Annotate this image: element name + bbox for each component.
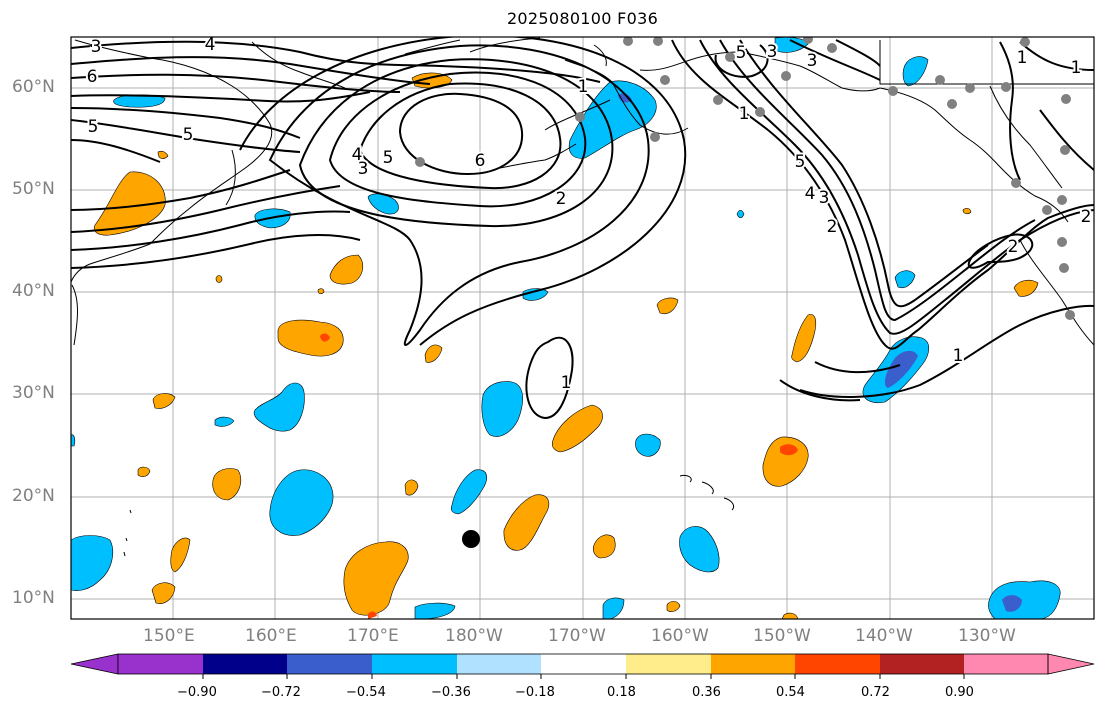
lon-label-170e: 170°E bbox=[347, 626, 399, 646]
lat-label-10n: 10°N bbox=[12, 588, 55, 608]
contour-label: 6 bbox=[475, 151, 486, 171]
contour-label: 1 bbox=[578, 77, 589, 97]
lon-label-150w: 150°W bbox=[753, 626, 811, 646]
lat-label-20n: 20°N bbox=[12, 486, 55, 506]
lon-label-130w: 130°W bbox=[958, 626, 1016, 646]
coastlines bbox=[71, 37, 1094, 557]
contour-label: 1 bbox=[1071, 58, 1082, 78]
colorbar-tick-label: −0.72 bbox=[261, 685, 301, 700]
contour-lines bbox=[71, 37, 1094, 420]
contour-label: 1 bbox=[1017, 48, 1028, 68]
lon-label-160e: 160°E bbox=[245, 626, 297, 646]
contour-label: 2 bbox=[827, 217, 838, 237]
colorbar-tick-label: −0.90 bbox=[177, 685, 217, 700]
map-frame bbox=[70, 36, 1095, 620]
contour-label: 4 bbox=[352, 145, 363, 165]
plot-title: 2025080100 F036 bbox=[506, 9, 659, 28]
contour-label: 5 bbox=[795, 152, 806, 172]
contour-label: 3 bbox=[807, 51, 818, 71]
strong-negative-cores bbox=[618, 93, 1022, 612]
lat-label-30n: 30°N bbox=[12, 383, 55, 403]
negative-anomaly-fills bbox=[71, 37, 1061, 619]
colorbar-tick-label: −0.18 bbox=[515, 685, 555, 700]
graticule bbox=[71, 37, 1094, 619]
contour-label: 3 bbox=[767, 42, 778, 62]
lon-label-160w: 160°W bbox=[651, 626, 709, 646]
storm-center-dot bbox=[462, 530, 480, 548]
contour-label: 5 bbox=[88, 117, 99, 137]
contour-label: 4 bbox=[805, 184, 816, 204]
lat-label-40n: 40°N bbox=[12, 281, 55, 301]
contour-label: 1 bbox=[953, 346, 964, 366]
lat-label-60n: 60°N bbox=[12, 77, 55, 97]
colorbar bbox=[70, 653, 1095, 679]
colorbar-tick-label: 0.18 bbox=[607, 685, 636, 700]
contour-label: 5 bbox=[183, 125, 194, 145]
contour-label: 3 bbox=[358, 159, 369, 179]
colorbar-tick-label: 0.72 bbox=[861, 685, 890, 700]
station-dots bbox=[415, 37, 1075, 320]
colorbar-tick-label: 0.36 bbox=[692, 685, 721, 700]
colorbar-tick-label: 0.90 bbox=[945, 685, 974, 700]
colorbar-tick-label: 0.54 bbox=[776, 685, 805, 700]
contour-label: 4 bbox=[205, 35, 216, 55]
contour-label: 5 bbox=[736, 43, 747, 63]
contour-label: 1 bbox=[739, 104, 750, 124]
contour-label: 2 bbox=[556, 189, 567, 209]
lon-label-170w: 170°W bbox=[548, 626, 606, 646]
contour-label: 3 bbox=[819, 188, 830, 208]
lon-label-140w: 140°W bbox=[855, 626, 913, 646]
colorbar-tick-label: −0.54 bbox=[346, 685, 386, 700]
contour-label: 6 bbox=[87, 67, 98, 87]
contour-label: 1 bbox=[561, 373, 572, 393]
lat-label-50n: 50°N bbox=[12, 179, 55, 199]
colorbar-tick-label: −0.36 bbox=[431, 685, 471, 700]
lon-label-180w: 180°W bbox=[445, 626, 503, 646]
contour-label: 5 bbox=[383, 148, 394, 168]
positive-anomaly-fills bbox=[93, 72, 1039, 619]
contour-label: 2 bbox=[1008, 237, 1019, 257]
lon-label-150e: 150°E bbox=[143, 626, 195, 646]
contour-label: 2 bbox=[1081, 207, 1092, 227]
strong-positive-cores bbox=[320, 333, 798, 619]
contour-label: 3 bbox=[91, 37, 102, 57]
